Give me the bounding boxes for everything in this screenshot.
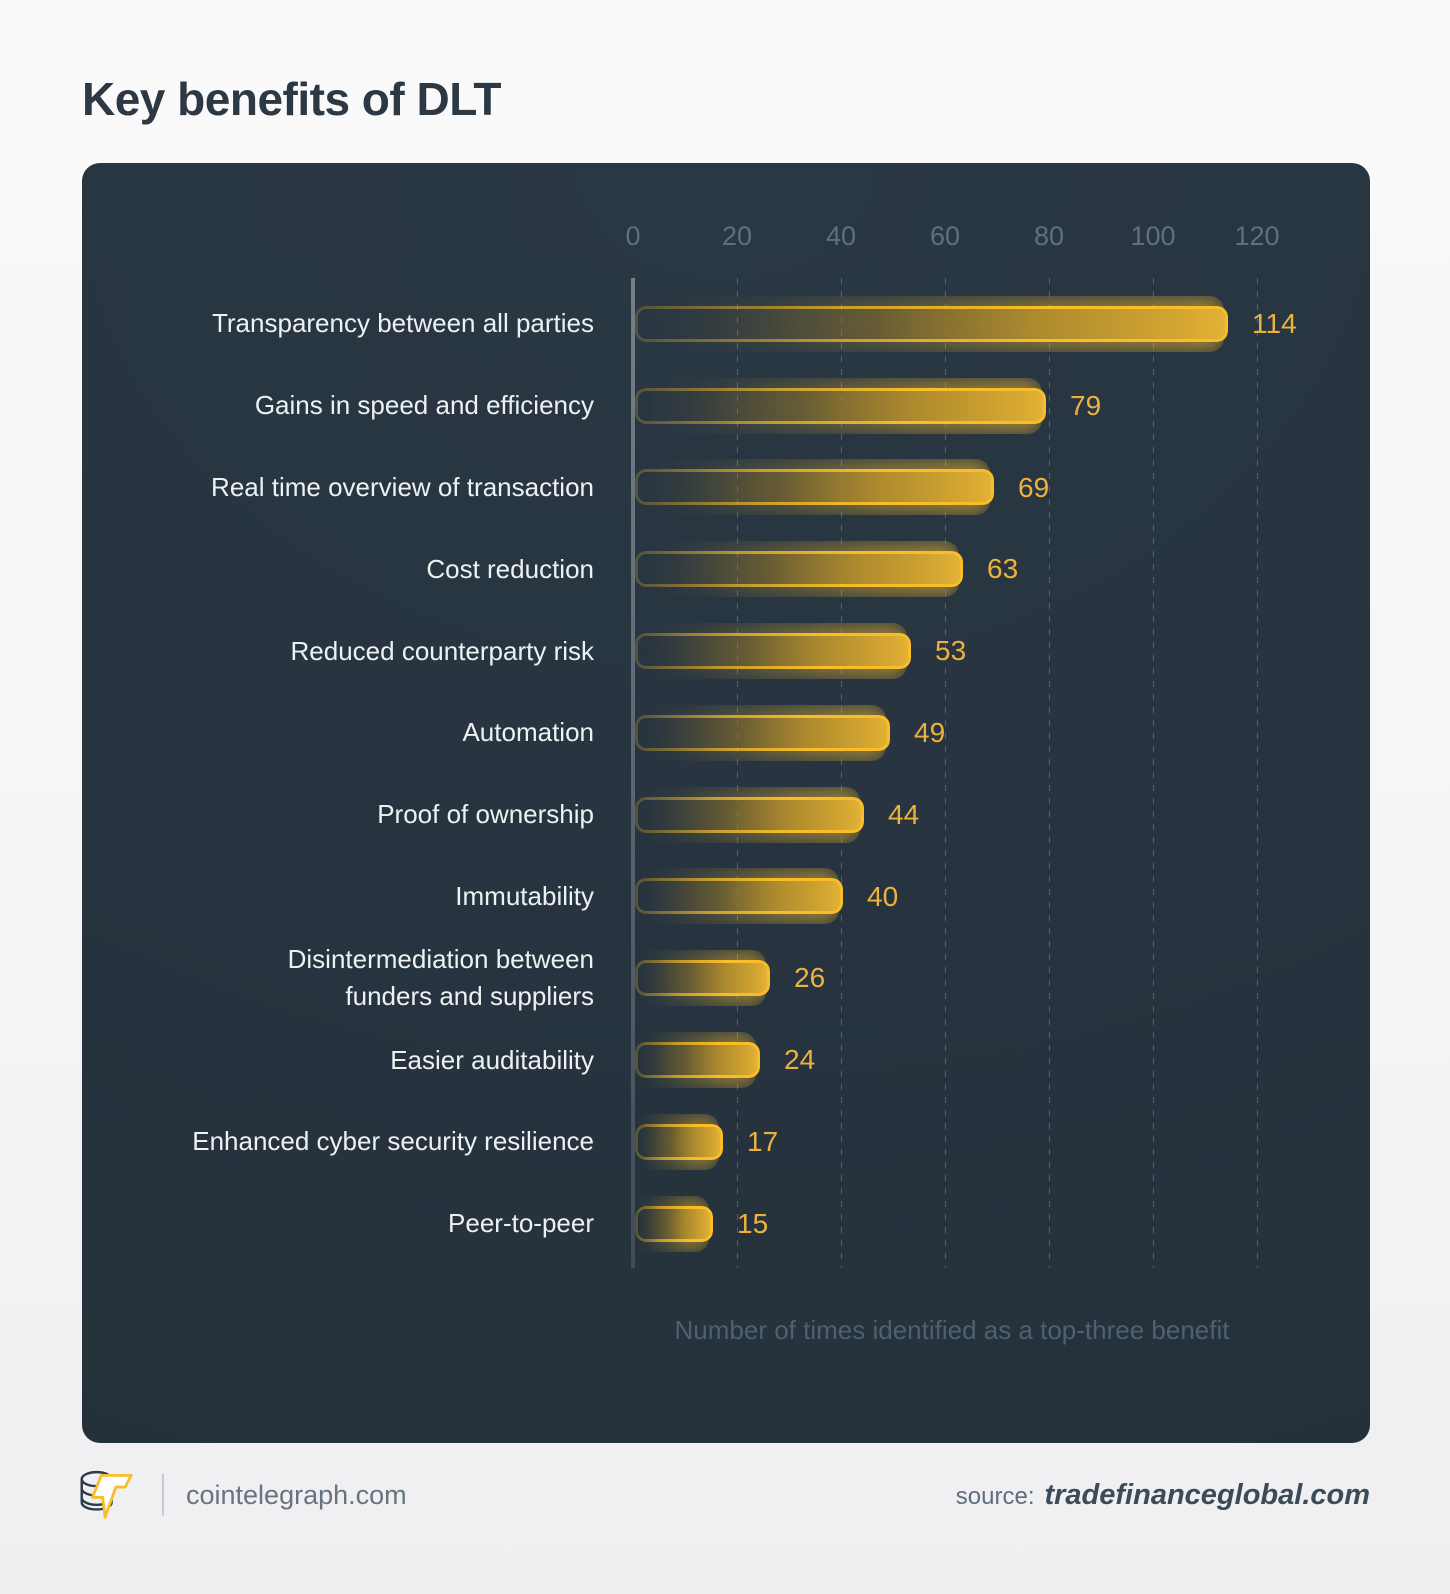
category-label: Transparency between all parties <box>211 308 594 339</box>
category-label: Enhanced cyber security resilience <box>192 1126 594 1157</box>
x-tick-label: 40 <box>825 221 857 251</box>
chart-row: Reduced counterparty risk 53 <box>82 610 1370 692</box>
chart-row: Easier auditability 24 <box>82 1019 1370 1101</box>
bar-fill <box>635 960 770 997</box>
chart-row: Gains in speed and efficiency 79 <box>82 365 1370 447</box>
chart-row: Immutability 40 <box>82 856 1370 938</box>
chart-panel: 0 20 40 60 80 100 120 Transparency between all… <box>82 163 1370 1443</box>
chart-row: Cost reduction 63 <box>82 528 1370 610</box>
bar <box>633 459 994 516</box>
value-label: 17 <box>747 1126 779 1157</box>
gridline <box>737 278 738 1268</box>
source-url[interactable]: tradefinanceglobal.com <box>1044 1478 1370 1511</box>
bar-fill <box>635 1042 760 1079</box>
chart-row: Real time overview of transaction 69 <box>82 447 1370 529</box>
bar <box>633 623 911 680</box>
bar-fill <box>635 796 864 833</box>
x-tick-label: 100 <box>1130 221 1176 251</box>
value-label: 44 <box>888 798 920 830</box>
chart-row: Disintermediation between funders and su… <box>82 937 1370 1019</box>
bar-fill <box>635 469 994 506</box>
bar-fill <box>635 633 911 670</box>
bar <box>633 1032 760 1089</box>
value-label: 53 <box>935 635 967 667</box>
source-label: source: <box>955 1482 1035 1510</box>
gridline <box>1153 278 1154 1268</box>
brand-block: cointelegraph.com <box>78 1467 407 1523</box>
category-label: Immutability <box>455 880 594 911</box>
chart-row: Enhanced cyber security resilience 17 <box>82 1101 1370 1183</box>
category-label: Reduced counterparty risk <box>290 635 594 666</box>
x-tick-label: 0 <box>625 221 641 251</box>
bar <box>633 950 770 1007</box>
chart-row: Peer-to-peer 15 <box>82 1183 1370 1265</box>
chart-row: Proof of ownership 44 <box>82 774 1370 856</box>
bar-fill <box>635 878 843 915</box>
value-label: 69 <box>1018 471 1050 503</box>
footer: cointelegraph.com source: tradefinancegl… <box>78 1462 1370 1528</box>
bar-fill <box>635 305 1228 342</box>
cointelegraph-logo-icon <box>80 1470 133 1519</box>
value-label: 49 <box>914 717 946 748</box>
category-label: Disintermediation between funders and su… <box>287 944 594 1012</box>
x-axis-caption: Number of times identified as a top-thre… <box>674 1315 1230 1345</box>
value-label: 63 <box>987 553 1019 585</box>
category-label: Peer-to-peer <box>448 1208 594 1239</box>
gridline <box>945 278 946 1268</box>
chart-row: Automation 49 <box>82 692 1370 774</box>
gridline <box>1049 278 1050 1268</box>
category-label: Cost reduction <box>426 553 594 584</box>
x-axis-zero-line <box>631 278 635 1268</box>
bar <box>633 1113 723 1170</box>
value-label: 24 <box>784 1044 816 1076</box>
bar-fill <box>635 1205 713 1242</box>
bar <box>633 786 864 843</box>
bar <box>633 295 1228 352</box>
category-label: Easier auditability <box>390 1044 594 1075</box>
bar <box>633 541 963 598</box>
bar-fill <box>635 714 890 751</box>
bar <box>633 868 843 925</box>
x-tick-label: 80 <box>1033 221 1065 251</box>
bar <box>633 1195 713 1252</box>
page-title: Key benefits of DLT <box>82 73 502 125</box>
x-tick-label: 120 <box>1234 221 1280 251</box>
gridline <box>1257 278 1258 1268</box>
value-label: 40 <box>867 880 899 912</box>
bar <box>633 704 890 761</box>
bar-fill <box>635 1123 723 1160</box>
bar <box>633 377 1046 434</box>
value-label: 79 <box>1070 389 1102 421</box>
value-label: 26 <box>794 962 826 994</box>
category-label: Proof of ownership <box>377 799 594 830</box>
footer-divider <box>162 1474 164 1516</box>
value-label: 15 <box>737 1207 769 1239</box>
x-tick-label: 20 <box>721 221 753 251</box>
gridline <box>841 278 842 1268</box>
bar-fill <box>635 551 963 588</box>
bar-fill <box>635 387 1046 424</box>
category-label: Gains in speed and efficiency <box>254 390 594 421</box>
category-label: Real time overview of transaction <box>211 471 594 502</box>
brand-url[interactable]: cointelegraph.com <box>186 1479 407 1510</box>
source-block: source: tradefinanceglobal.com <box>956 1479 1370 1512</box>
category-label: Automation <box>462 717 594 748</box>
value-label: 114 <box>1252 308 1297 339</box>
x-tick-label: 60 <box>929 221 961 251</box>
chart-row: Transparency between all parties 114 <box>82 283 1370 365</box>
